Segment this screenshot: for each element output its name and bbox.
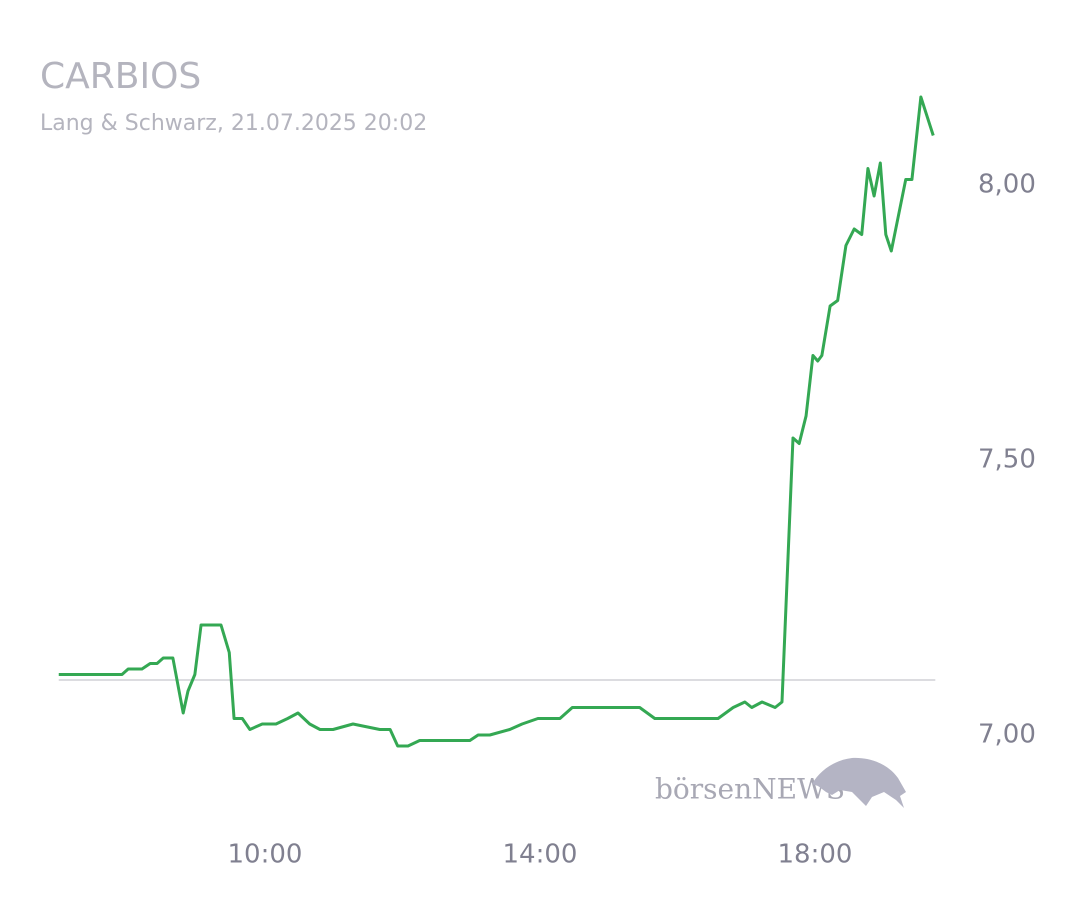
y-tick-label: 7,50 [978, 445, 1036, 475]
watermark: börsenNEWS [655, 773, 845, 806]
y-tick-label: 8,00 [978, 170, 1036, 200]
price-line [58, 95, 935, 748]
x-tick-label: 14:00 [503, 840, 578, 870]
x-tick-label: 10:00 [228, 840, 303, 870]
chart-title: CARBIOS [40, 56, 201, 97]
chart-subtitle: Lang & Schwarz, 21.07.2025 20:02 [40, 111, 427, 136]
y-tick-label: 7,00 [978, 720, 1036, 750]
x-tick-label: 18:00 [778, 840, 853, 870]
watermark-icon [812, 757, 906, 808]
